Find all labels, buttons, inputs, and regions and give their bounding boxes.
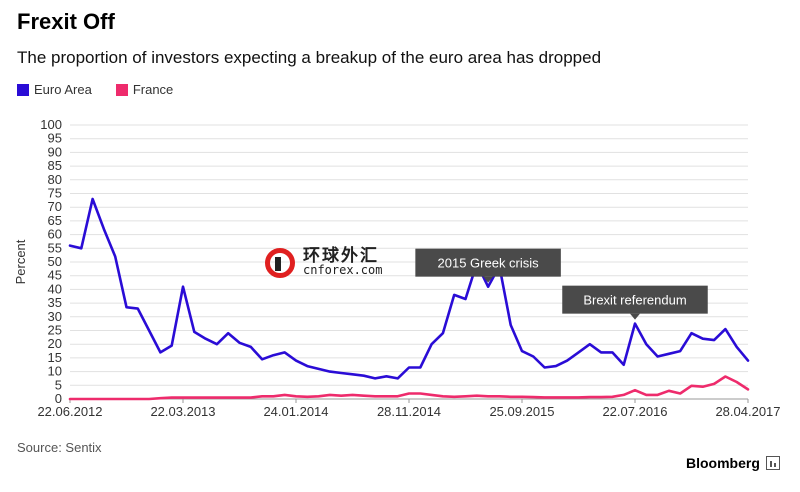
chart-title: Frexit Off: [17, 9, 115, 34]
x-tick-label: 22.07.2016: [602, 404, 667, 419]
x-tick-label: 28.04.2017: [715, 404, 780, 419]
y-tick-label: 55: [48, 240, 62, 255]
x-tick-label: 28.11.2014: [377, 404, 441, 419]
y-tick-label: 0: [55, 391, 62, 406]
chart-subtitle: The proportion of investors expecting a …: [17, 48, 602, 67]
y-tick-label: 45: [48, 268, 62, 283]
x-tick-label: 22.06.2012: [37, 404, 102, 419]
legend-swatch-euro-area: [17, 83, 29, 96]
y-tick-label: 75: [48, 186, 62, 201]
watermark-en-text: cnforex.com: [303, 263, 383, 277]
y-tick-label: 5: [55, 377, 62, 392]
gridlines: [70, 124, 748, 400]
x-tick-labels: 22.06.2012 22.03.2013 24.01.2014 28.11.2014…: [37, 399, 781, 419]
annotation-label: 2015 Greek crisis: [438, 256, 540, 271]
annotation-label: Brexit referendum: [583, 293, 686, 308]
annotation-callout: Brexit referendum: [562, 285, 708, 320]
line-chart: 0510152025303540455055606570758085909510…: [13, 117, 781, 419]
y-tick-label: 50: [48, 254, 62, 269]
watermark: 环球外汇 cnforex.com: [265, 246, 383, 278]
annotation-box: [562, 285, 708, 314]
bloomberg-logo: Bloomberg: [686, 455, 780, 471]
y-axis-label: Percent: [13, 239, 28, 284]
y-tick-label: 100: [40, 117, 62, 132]
series-lines: [68, 197, 750, 401]
y-tick-label: 80: [48, 172, 62, 187]
brand-label: Bloomberg: [686, 455, 760, 471]
y-tick-label: 65: [48, 213, 62, 228]
bar-chart-icon: [765, 456, 780, 470]
legend-item-france[interactable]: France: [115, 82, 174, 97]
y-tick-label: 90: [48, 144, 62, 159]
legend-label-france: France: [132, 82, 174, 97]
legend-item-euro-area[interactable]: Euro Area: [17, 82, 92, 97]
y-tick-label: 15: [48, 350, 62, 365]
y-tick-label: 30: [48, 309, 62, 324]
legend-swatch-france: [115, 83, 128, 96]
y-tick-label: 20: [48, 336, 62, 351]
series-line-euro-area[interactable]: [68, 197, 750, 380]
y-tick-label: 10: [48, 364, 62, 379]
legend-label-euro-area: Euro Area: [34, 82, 92, 97]
y-tick-label: 95: [48, 131, 62, 146]
y-tick-label: 85: [48, 158, 62, 173]
y-tick-label: 35: [48, 295, 62, 310]
annotations: 2015 Greek crisis Brexit referendum: [415, 248, 708, 320]
x-tick-label: 22.03.2013: [150, 404, 215, 419]
series-line-france[interactable]: [68, 375, 750, 401]
y-tick-label: 40: [48, 281, 62, 296]
source-note: Source: Sentix: [17, 440, 102, 455]
legend: Euro Area France: [17, 82, 197, 97]
x-tick-label: 24.01.2014: [263, 404, 328, 419]
y-tick-label: 70: [48, 199, 62, 214]
annotation-pointer: [630, 313, 640, 320]
x-tick-label: 25.09.2015: [489, 404, 554, 419]
annotation-callout: 2015 Greek crisis: [415, 248, 561, 283]
annotation-pointer: [483, 276, 494, 283]
y-tick-label: 25: [48, 323, 62, 338]
y-tick-label: 60: [48, 227, 62, 242]
cnforex-logo-icon: [265, 248, 295, 278]
watermark-cn-text: 环球外汇: [303, 246, 379, 265]
y-tick-labels: 0510152025303540455055606570758085909510…: [40, 117, 62, 406]
annotation-box: [415, 248, 561, 277]
